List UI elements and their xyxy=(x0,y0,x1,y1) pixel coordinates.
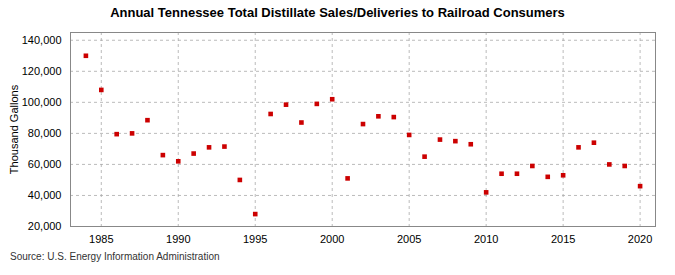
svg-text:2000: 2000 xyxy=(320,233,344,245)
svg-text:1985: 1985 xyxy=(89,233,113,245)
svg-text:100,000: 100,000 xyxy=(22,96,62,108)
svg-text:2005: 2005 xyxy=(397,233,421,245)
html-text:Source: U.S. Energy Informatio: Source: U.S. Energy Information Administ… xyxy=(10,251,220,262)
html-text:Annual Tennessee Total Distill: Annual Tennessee Total Distillate Sales/… xyxy=(110,5,565,20)
svg-text:80,000: 80,000 xyxy=(28,127,62,139)
svg-text:40,000: 40,000 xyxy=(28,189,62,201)
svg-text:2010: 2010 xyxy=(474,233,498,245)
svg-text:2020: 2020 xyxy=(628,233,652,245)
svg-text:140,000: 140,000 xyxy=(22,34,62,46)
svg-text:1990: 1990 xyxy=(166,233,190,245)
svg-text:60,000: 60,000 xyxy=(28,158,62,170)
svg-text:Thousand Gallons: Thousand Gallons xyxy=(8,84,20,174)
svg-text:120,000: 120,000 xyxy=(22,65,62,77)
svg-text:1995: 1995 xyxy=(243,233,267,245)
svg-text:20,000: 20,000 xyxy=(28,220,62,232)
svg-text:2015: 2015 xyxy=(551,233,575,245)
